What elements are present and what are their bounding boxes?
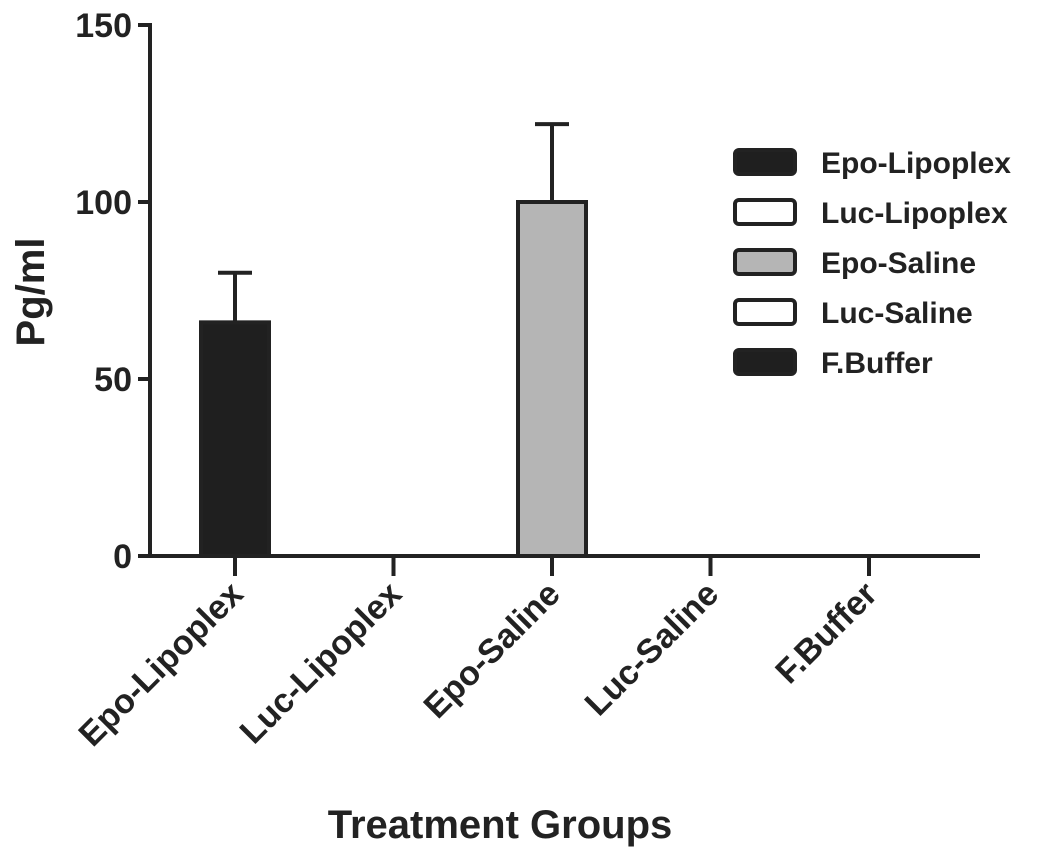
y-tick-label: 50 (94, 361, 132, 399)
bar (516, 200, 588, 558)
legend-label: Luc-Saline (821, 297, 973, 330)
y-axis-title: Pg/ml (9, 238, 53, 347)
x-tick-label: Luc-Lipoplex (233, 575, 410, 752)
legend-label: Epo-Lipoplex (821, 147, 1011, 180)
legend-swatch (733, 348, 797, 376)
bars-group (199, 200, 588, 558)
y-ticks-group: 0 50 100 150 (75, 7, 150, 576)
legend-label: Luc-Lipoplex (821, 197, 1008, 230)
bar (199, 320, 271, 558)
legend-swatch (733, 148, 797, 176)
x-tick-label: Epo-Lipoplex (72, 575, 251, 754)
legend-label: Epo-Saline (821, 247, 976, 280)
x-tick-label: Epo-Saline (417, 575, 568, 726)
legend-label: F.Buffer (821, 347, 933, 380)
legend: Epo-Lipoplex Luc-Lipoplex Epo-Saline Luc-Sa… (733, 147, 1011, 380)
y-tick-label: 100 (75, 184, 132, 222)
x-tick-label: Luc-Saline (578, 575, 726, 723)
x-tick-label: F.Buffer (768, 575, 884, 691)
x-axis-title: Treatment Groups (328, 803, 673, 847)
error-bars-group (218, 122, 569, 323)
y-tick-label: 150 (75, 7, 132, 45)
legend-swatch (733, 198, 797, 226)
axes-group (148, 23, 980, 558)
legend-swatch (733, 248, 797, 276)
legend-swatch (733, 298, 797, 326)
y-tick-label: 0 (113, 538, 132, 576)
